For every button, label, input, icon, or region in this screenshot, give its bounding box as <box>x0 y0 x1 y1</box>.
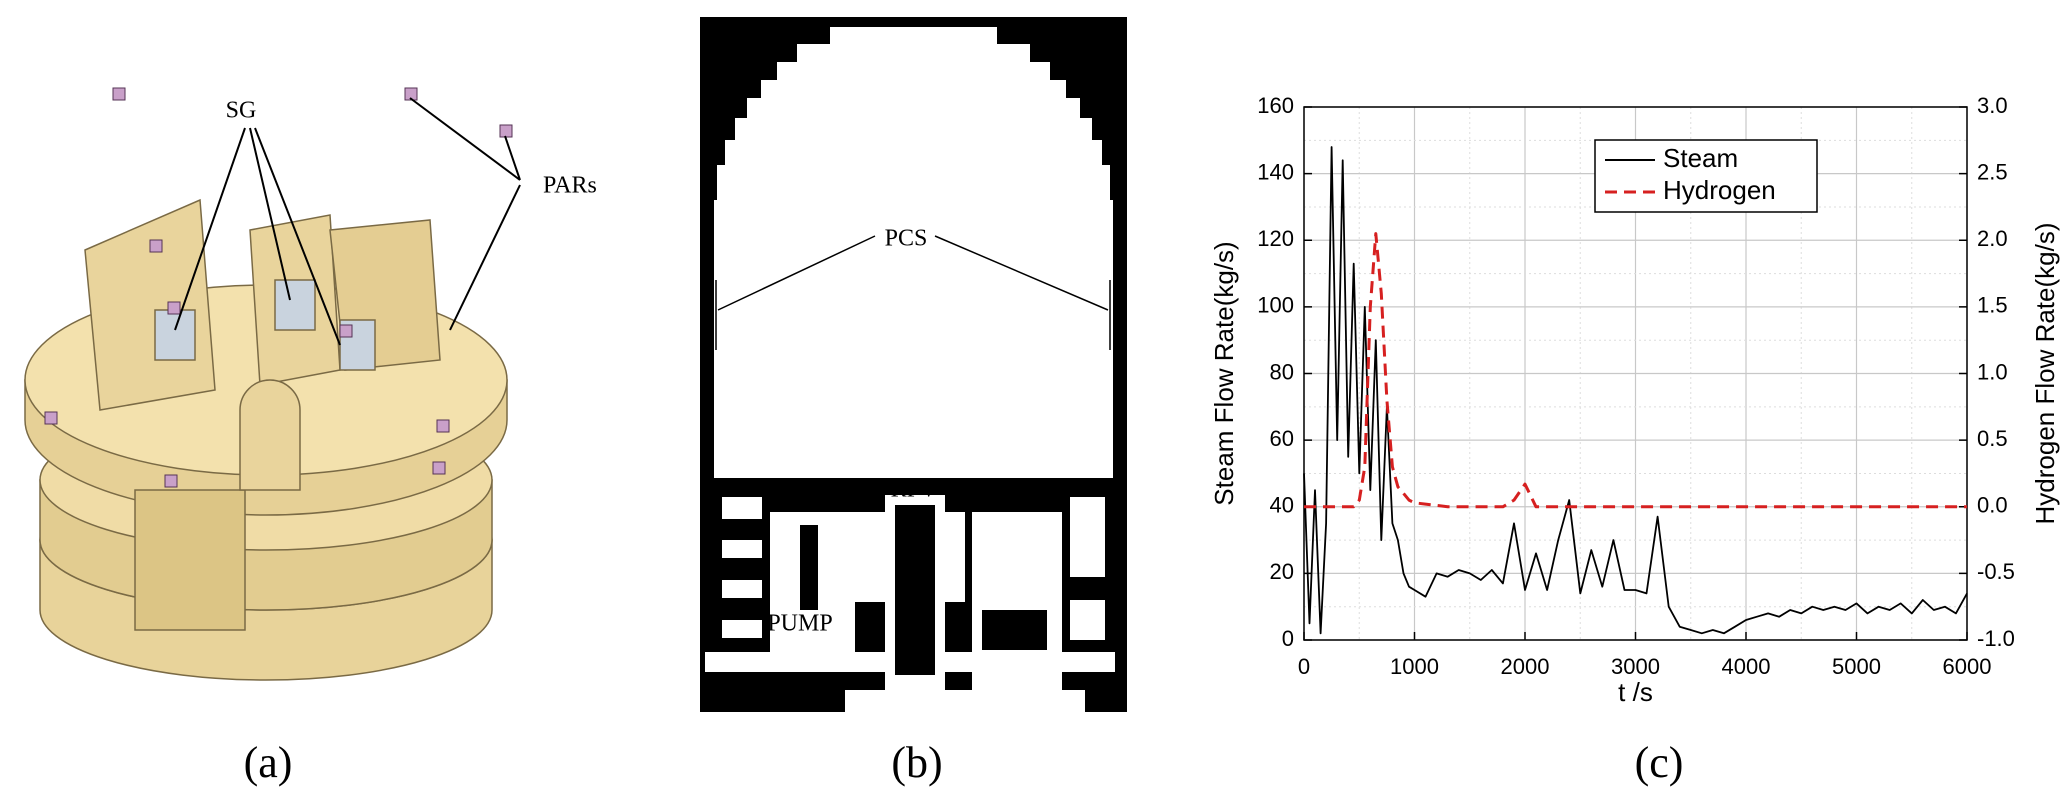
label: RPV <box>891 477 938 503</box>
chart: 0 1000 2000 3000 4000 5000 6000 0 20 40 60 80 100 120… <box>1209 93 2060 707</box>
y2-tick-label: 3.0 <box>1977 93 2008 118</box>
x-tick-label: 4000 <box>1722 654 1771 679</box>
x-tick-label: 0 <box>1298 654 1310 679</box>
y-tick-label: 120 <box>1257 226 1294 251</box>
y2-tick-label: 0.0 <box>1977 493 2008 518</box>
y2-tick-label: -0.5 <box>1977 559 2015 584</box>
internal-blocks <box>800 505 1047 675</box>
label: PUMP <box>767 611 832 637</box>
y2-tick-label: 0.5 <box>1977 426 2008 451</box>
x-tick-label: 3000 <box>1611 654 1660 679</box>
y-tick-label: 20 <box>1270 559 1294 584</box>
par-markers <box>44 87 513 488</box>
x-tick-label: 5000 <box>1832 654 1881 679</box>
render-a <box>24 198 508 681</box>
label: SG <box>226 98 257 124</box>
caption: (c) <box>1635 738 1684 787</box>
y2-axis-label: Hydrogen Flow Rate(kg/s) <box>2030 223 2060 525</box>
x-tick-label: 2000 <box>1501 654 1550 679</box>
legend-label: Steam <box>1663 143 1738 173</box>
y2-tick-label: 1.5 <box>1977 293 2008 318</box>
y-axis-label: Steam Flow Rate(kg/s) <box>1209 241 1239 505</box>
y-tick-label: 40 <box>1270 493 1294 518</box>
caption: (a) <box>244 738 293 787</box>
y2-tick-label: 2.0 <box>1977 226 2008 251</box>
y2-tick-label: 1.0 <box>1977 359 2008 384</box>
y-tick-label: 0 <box>1282 626 1294 651</box>
y-tick-label: 160 <box>1257 93 1294 118</box>
y-tick-label: 140 <box>1257 159 1294 184</box>
x-axis-label: t /s <box>1618 677 1653 707</box>
legend-label: Hydrogen <box>1663 175 1776 205</box>
y2-tick-label: -1.0 <box>1977 626 2015 651</box>
legend-box <box>1594 139 1818 213</box>
y2-tick-label: 2.5 <box>1977 159 2008 184</box>
dome <box>714 27 1113 478</box>
y-tick-label: 60 <box>1270 426 1294 451</box>
x-tick-label: 1000 <box>1390 654 1439 679</box>
series-line <box>1304 232 1967 509</box>
label: PARs <box>543 173 597 199</box>
caption: (b) <box>891 738 942 787</box>
y-tick-label: 80 <box>1270 359 1294 384</box>
leader-lines-a <box>174 97 521 346</box>
label: PCS <box>885 226 928 252</box>
series-line <box>1303 146 1968 635</box>
y-tick-label: 100 <box>1257 293 1294 318</box>
pcs-lines <box>715 235 1111 350</box>
plot-frame <box>1303 106 1968 641</box>
x-tick-label: 6000 <box>1943 654 1992 679</box>
